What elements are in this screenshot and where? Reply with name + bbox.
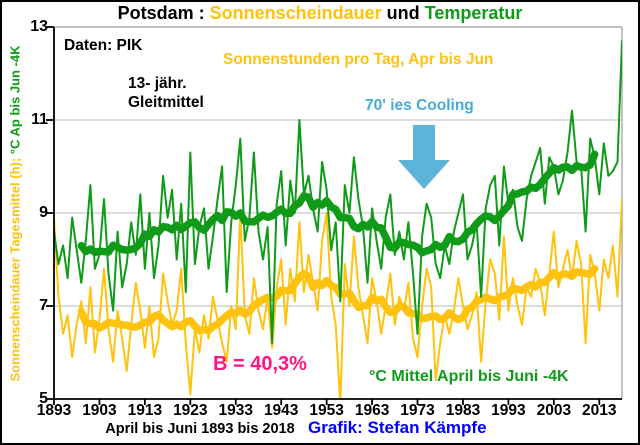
x-tick-label: 1923 (173, 402, 208, 419)
annotation-b-value: B = 40,3% (213, 353, 307, 375)
x-tick-label: 1893 (36, 402, 72, 419)
x-tick-label: 1963 (354, 402, 390, 419)
credit-label: Grafik: Stefan Kämpfe (308, 418, 487, 437)
x-tick-label: 1973 (400, 402, 435, 419)
annotation-gleitmittel-line2: Gleitmittel (128, 94, 204, 111)
annotation-gleitmittel-line1: 13- jähr. (128, 75, 187, 92)
y-axis-label-sun: Sonnenscheindauer Tagesmittel (h); (7, 157, 23, 382)
y-tick-label: 5 (39, 390, 48, 407)
y-tick-label: 13 (30, 18, 48, 35)
y-tick-label: 9 (39, 204, 48, 221)
cooling-down-arrow-icon (398, 125, 450, 189)
sunshine-smoothed-line (77, 265, 599, 335)
x-tick-label: 2003 (536, 402, 572, 419)
title-part-sonnenscheindauer: Sonnenscheindauer (209, 3, 382, 23)
x-tick-label: 1953 (309, 402, 344, 419)
annotation-daten-pik: Daten: PIK (64, 37, 143, 54)
title-part-temperatur: Temperatur (424, 3, 523, 23)
y-tick-label: 11 (31, 111, 48, 128)
x-tick-label: 1933 (218, 402, 253, 419)
x-tick-label: 2013 (582, 402, 617, 419)
x-tick-label: 1943 (263, 402, 299, 419)
y-axis-label-temp: °C Ap bis Jun -4K (7, 45, 23, 158)
temperature-raw-line (54, 40, 622, 345)
annotation-gleitmittel: 13- jähr. Gleitmittel (128, 74, 204, 131)
x-axis-label: April bis Juni 1893 bis 2018 (105, 421, 295, 437)
y-tick-label: 7 (39, 297, 48, 314)
annotation-c-mittel: °C Mittel April bis Juni -4K (369, 368, 569, 385)
annotation-cooling: 70' ies Cooling (365, 97, 474, 114)
page-title: Potsdam : Sonnenscheindauer und Temperat… (2, 3, 638, 45)
y-axis-label: Sonnenscheindauer Tagesmittel (h); °C Ap… (8, 24, 25, 404)
title-part-potsdam: Potsdam : (117, 3, 210, 23)
series-layer (54, 40, 622, 400)
x-tick-label: 1903 (82, 402, 117, 419)
annotation-sonnenstunden: Sonnenstunden pro Tag, Apr bis Jun (223, 51, 494, 68)
x-tick-label: 1983 (445, 402, 481, 419)
x-tick-label: 1913 (127, 402, 163, 419)
x-tick-label: 1993 (491, 402, 526, 419)
title-part-und: und (381, 3, 425, 23)
temperature-smoothed-line (77, 150, 599, 257)
